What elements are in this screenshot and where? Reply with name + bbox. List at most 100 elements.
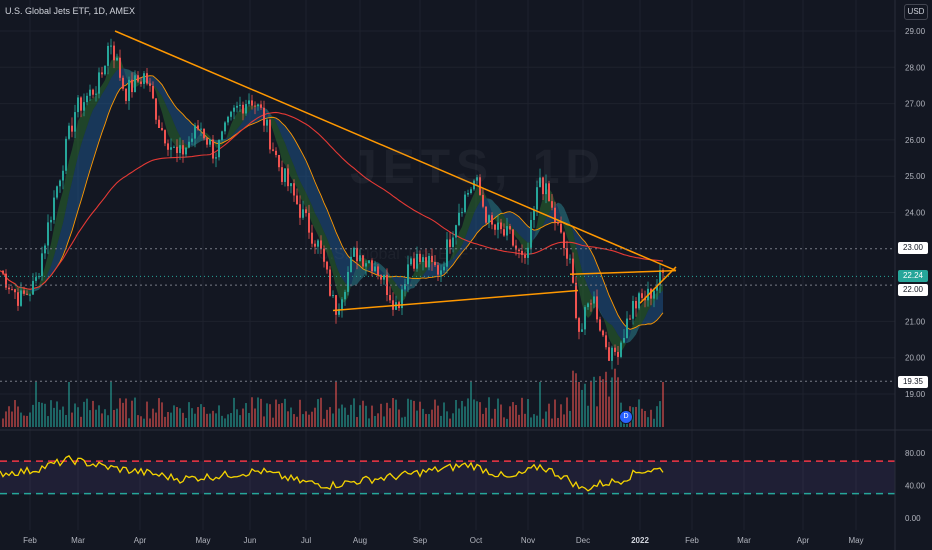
price-candle (641, 293, 643, 298)
price-candle (317, 240, 319, 247)
price-candle (407, 264, 409, 285)
time-tick-label: Sep (413, 536, 428, 545)
price-candle (299, 204, 301, 218)
price-candle (431, 255, 433, 262)
price-candle (563, 232, 565, 249)
time-tick-label: May (848, 536, 863, 545)
volume-bar (44, 403, 46, 427)
volume-bar (587, 405, 589, 427)
price-tick-label: 25.00 (905, 172, 926, 181)
volume-bar (299, 399, 301, 427)
volume-bar (461, 400, 463, 427)
volume-bar (503, 417, 505, 427)
volume-bar (398, 409, 400, 427)
volume-bar (578, 382, 580, 427)
volume-bar (239, 415, 241, 427)
price-candle (308, 213, 310, 233)
time-tick-label: Feb (685, 536, 699, 545)
time-tick-label: Dec (576, 536, 590, 545)
volume-bar (413, 400, 415, 427)
price-candle (125, 88, 127, 101)
volume-bar (638, 399, 640, 427)
volume-bar (95, 409, 97, 427)
price-candle (599, 319, 601, 331)
volume-bar (314, 407, 316, 427)
price-candle (257, 104, 259, 107)
volume-bar (617, 377, 619, 427)
volume-bar (125, 398, 127, 427)
volume-bar (176, 407, 178, 427)
volume-bar (263, 416, 265, 427)
time-tick-label: Apr (134, 536, 147, 545)
volume-bar (53, 407, 55, 427)
rsi-tick-label: 80.00 (905, 449, 926, 458)
volume-bar (188, 402, 190, 427)
price-candle (488, 215, 490, 223)
volume-bar (644, 410, 646, 427)
price-candle (410, 258, 412, 265)
time-tick-label: Mar (737, 536, 751, 545)
price-candle (146, 73, 148, 84)
volume-bar (518, 414, 520, 427)
currency-button[interactable]: USD (904, 4, 928, 20)
price-candle (509, 226, 511, 230)
price-candle (515, 245, 517, 250)
price-candle (92, 89, 94, 95)
rsi-line (0, 455, 664, 492)
volume-bar (110, 382, 112, 427)
volume-bar (344, 407, 346, 427)
volume-bar (14, 400, 16, 427)
price-candle (8, 287, 10, 290)
price-candle (29, 294, 31, 296)
volume-bar (530, 417, 532, 427)
ma-ribbon-slow (0, 68, 663, 344)
price-candle (380, 275, 382, 280)
price-candle (503, 229, 505, 236)
price-candle (80, 97, 82, 111)
volume-bar (245, 403, 247, 427)
price-candle (425, 257, 427, 268)
price-candle (341, 299, 343, 309)
price-candle (233, 107, 235, 112)
volume-bar (653, 418, 655, 427)
volume-bar (557, 417, 559, 427)
price-label-22: 22.00 (898, 284, 928, 296)
volume-bar (575, 373, 577, 427)
volume-bar (260, 398, 262, 427)
price-candle (65, 138, 67, 171)
volume-bar (335, 382, 337, 427)
volume-bar (128, 418, 130, 427)
volume-bar (584, 383, 586, 427)
volume-bar (485, 407, 487, 427)
price-candle (419, 253, 421, 262)
volume-bar (551, 418, 553, 427)
price-candle (269, 119, 271, 150)
price-tick-label: 28.00 (905, 63, 926, 72)
rsi-tick-label: 0.00 (905, 514, 921, 523)
price-candle (572, 258, 574, 283)
price-candle (155, 98, 157, 120)
price-candle (152, 85, 154, 99)
rsi-tick-label: 40.00 (905, 482, 926, 491)
chart-title: U.S. Global Jets ETF, 1D, AMEX (5, 6, 136, 16)
volume-bar (449, 418, 451, 427)
volume-bar (209, 413, 211, 427)
price-candle (338, 308, 340, 315)
volume-bar (179, 408, 181, 427)
price-candle (272, 149, 274, 151)
price-candle (584, 307, 586, 330)
price-candle (14, 289, 16, 293)
price-candle (182, 145, 184, 155)
volume-bar (80, 416, 82, 427)
volume-bar (497, 398, 499, 427)
volume-bar (428, 414, 430, 427)
volume-bar (272, 417, 274, 427)
price-candle (266, 119, 268, 126)
dividend-icon[interactable]: D (619, 410, 633, 424)
volume-bar (29, 412, 31, 427)
price-candle (413, 258, 415, 269)
price-candle (194, 125, 196, 139)
volume-bar (2, 418, 4, 427)
volume-bar (416, 410, 418, 427)
